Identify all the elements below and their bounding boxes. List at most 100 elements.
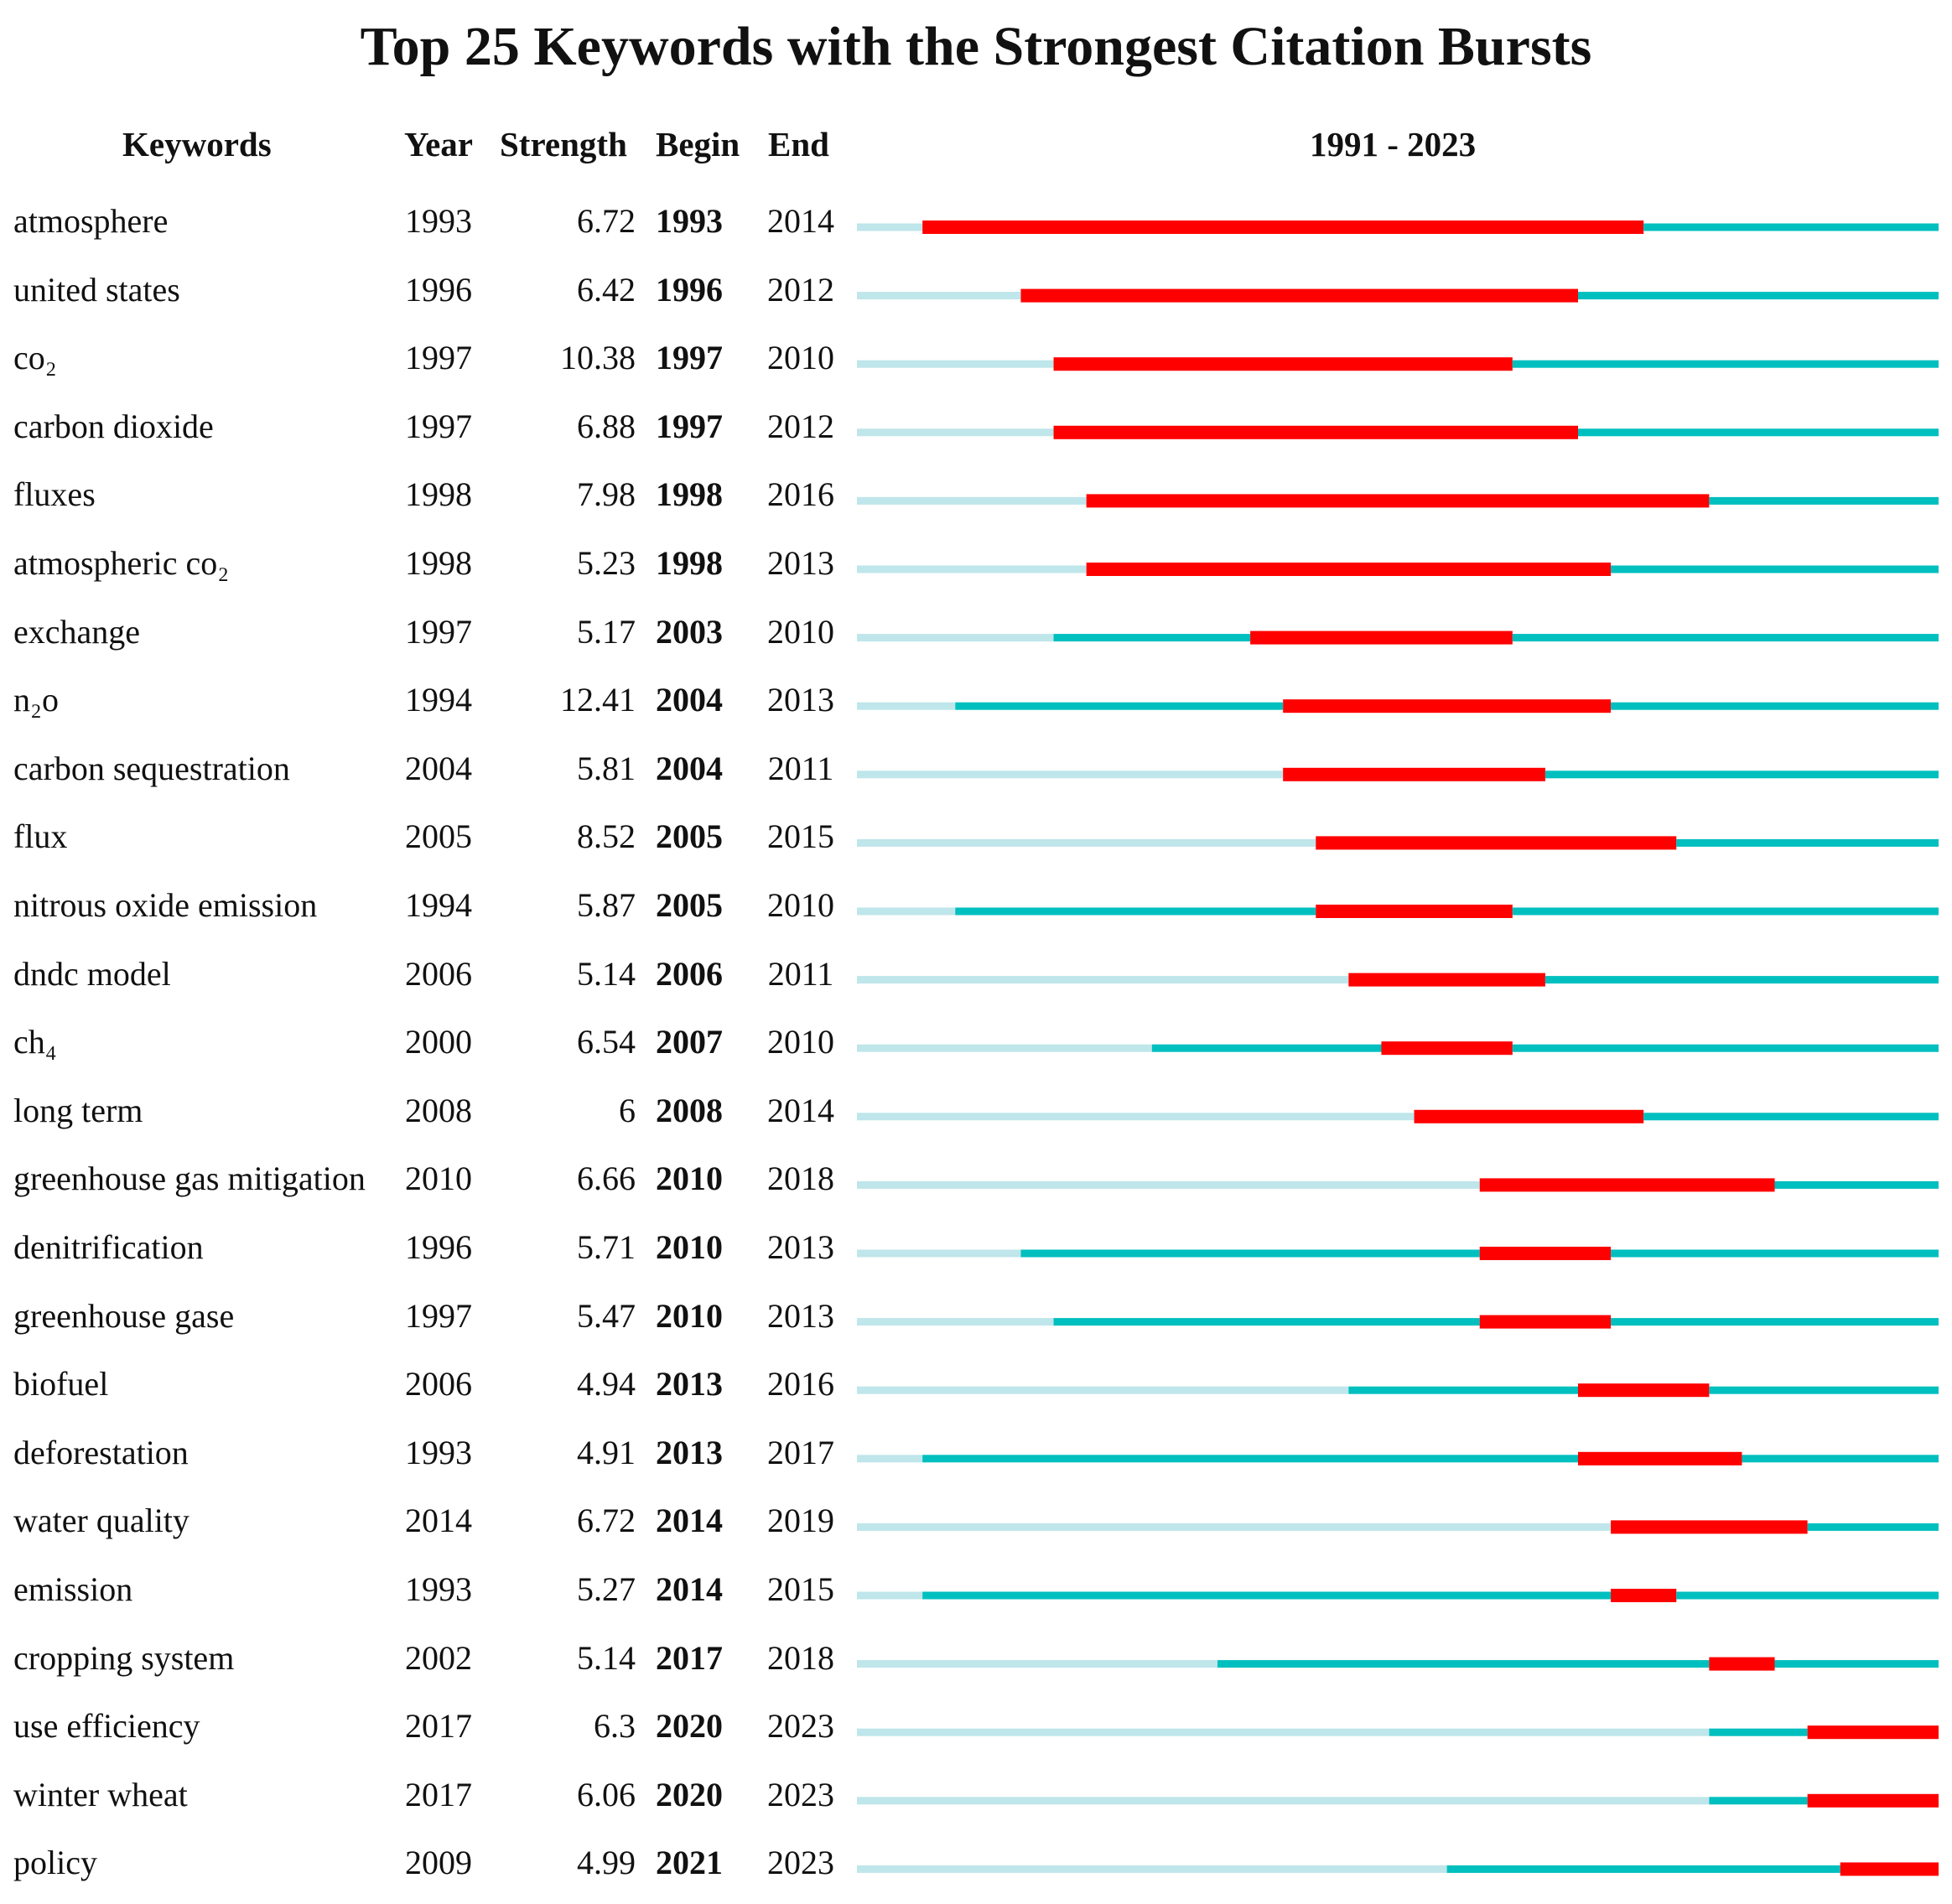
- end-cell: 2013: [767, 681, 834, 719]
- strength-cell: 12.41: [560, 681, 636, 719]
- keyword-cell: emission: [13, 1570, 133, 1608]
- table-row: denitrification 1996 5.71 2010 2013: [0, 1221, 1952, 1289]
- keyword-cell: atmosphere: [13, 202, 169, 240]
- strength-cell: 5.47: [577, 1296, 636, 1335]
- active-segment: [1544, 770, 1939, 779]
- active-segment: [1709, 1797, 1808, 1805]
- begin-cell: 2003: [656, 612, 723, 651]
- burst-timeline-row: [857, 1315, 1939, 1329]
- burst-segment: [1578, 1451, 1742, 1466]
- begin-cell: 1996: [656, 270, 723, 309]
- inactive-segment: [857, 1523, 1612, 1531]
- inactive-segment: [857, 1660, 1217, 1668]
- table-row: dndc model 2006 5.14 2006 2011: [0, 947, 1952, 1015]
- burst-timeline-row: [857, 699, 1939, 713]
- keyword-cell: cropping system: [13, 1638, 235, 1677]
- table-row: policy 2009 4.99 2021 2023: [0, 1836, 1952, 1904]
- end-cell: 2010: [767, 339, 834, 377]
- keyword-cell: long term: [13, 1091, 143, 1129]
- burst-segment: [1840, 1862, 1939, 1876]
- burst-segment: [1709, 1657, 1775, 1671]
- inactive-segment: [857, 1044, 1152, 1052]
- inactive-segment: [857, 292, 1021, 300]
- inactive-segment: [857, 565, 1087, 573]
- burst-timeline-row: [857, 494, 1939, 508]
- strength-cell: 5.81: [577, 749, 636, 787]
- begin-cell: 2013: [656, 1433, 723, 1471]
- year-cell: 1993: [405, 1433, 472, 1471]
- begin-cell: 2013: [656, 1365, 723, 1403]
- inactive-segment: [857, 1318, 1054, 1326]
- active-segment: [1676, 1591, 1939, 1600]
- burst-segment: [1053, 425, 1578, 439]
- begin-cell: 2006: [656, 954, 723, 993]
- begin-cell: 2010: [656, 1228, 723, 1266]
- burst-timeline-row: [857, 767, 1939, 781]
- active-segment: [1643, 1113, 1939, 1121]
- table-row: deforestation 1993 4.91 2013 2017: [0, 1426, 1952, 1494]
- table-row: winter wheat 2017 6.06 2020 2023: [0, 1768, 1952, 1836]
- strength-cell: 5.23: [577, 544, 636, 582]
- table-row: n₂o 1994 12.41 2004 2013: [0, 673, 1952, 741]
- active-segment: [1807, 1523, 1939, 1531]
- burst-segment: [1250, 630, 1513, 645]
- inactive-segment: [857, 1113, 1415, 1121]
- begin-cell: 2004: [656, 681, 723, 719]
- burst-timeline-row: [857, 1247, 1939, 1260]
- inactive-segment: [857, 428, 1054, 437]
- strength-cell: 5.14: [577, 1638, 636, 1677]
- end-cell: 2013: [767, 1296, 834, 1335]
- end-cell: 2014: [767, 1091, 834, 1129]
- end-cell: 2018: [767, 1160, 834, 1198]
- active-segment: [1709, 1728, 1808, 1736]
- table-row: ch₄ 2000 6.54 2007 2010: [0, 1015, 1952, 1083]
- inactive-segment: [857, 634, 1054, 642]
- keyword-cell: greenhouse gase: [13, 1296, 235, 1335]
- strength-cell: 6.72: [577, 1502, 636, 1540]
- burst-segment: [1479, 1315, 1612, 1329]
- burst-segment: [1381, 1041, 1513, 1056]
- table-row: use efficiency 2017 6.3 2020 2023: [0, 1699, 1952, 1767]
- keyword-cell: n₂o: [13, 681, 59, 719]
- begin-cell: 2005: [656, 886, 723, 924]
- table-row: long term 2008 6 2008 2014: [0, 1084, 1952, 1152]
- end-cell: 2010: [767, 886, 834, 924]
- end-cell: 2015: [767, 1570, 834, 1608]
- burst-segment: [1479, 1178, 1775, 1192]
- table-row: biofuel 2006 4.94 2013 2016: [0, 1357, 1952, 1425]
- year-cell: 1997: [405, 1296, 472, 1335]
- burst-timeline-row: [857, 836, 1939, 850]
- active-segment: [1742, 1455, 1939, 1463]
- burst-segment: [1316, 836, 1677, 850]
- keyword-cell: united states: [13, 270, 180, 309]
- year-cell: 1997: [405, 612, 472, 651]
- inactive-segment: [857, 1591, 923, 1600]
- end-cell: 2010: [767, 612, 834, 651]
- end-cell: 2011: [767, 954, 834, 993]
- active-segment: [1053, 634, 1251, 642]
- strength-cell: 5.71: [577, 1228, 636, 1266]
- inactive-segment: [857, 838, 1316, 847]
- begin-cell: 1997: [656, 339, 723, 377]
- strength-cell: 6.42: [577, 270, 636, 309]
- chart-title: Top 25 Keywords with the Strongest Citat…: [360, 16, 1592, 77]
- table-row: greenhouse gase 1997 5.47 2010 2013: [0, 1289, 1952, 1357]
- keyword-cell: denitrification: [13, 1228, 204, 1266]
- begin-cell: 2014: [656, 1570, 723, 1608]
- year-cell: 2000: [405, 1023, 472, 1061]
- burst-segment: [1316, 905, 1513, 918]
- header-end: End: [768, 125, 829, 163]
- table-row: carbon dioxide 1997 6.88 1997 2012: [0, 400, 1952, 468]
- year-cell: 1993: [405, 1570, 472, 1608]
- burst-timeline-row: [857, 1725, 1939, 1740]
- year-cell: 2006: [405, 1365, 472, 1403]
- inactive-segment: [857, 1386, 1349, 1394]
- header-begin: Begin: [656, 125, 740, 163]
- table-row: exchange 1997 5.17 2003 2010: [0, 605, 1952, 673]
- end-cell: 2011: [767, 749, 834, 787]
- burst-timeline-row: [857, 973, 1939, 987]
- begin-cell: 2021: [656, 1844, 723, 1882]
- active-segment: [1512, 360, 1939, 368]
- inactive-segment: [857, 976, 1349, 984]
- table-row: atmospheric co₂ 1998 5.23 1998 2013: [0, 537, 1952, 604]
